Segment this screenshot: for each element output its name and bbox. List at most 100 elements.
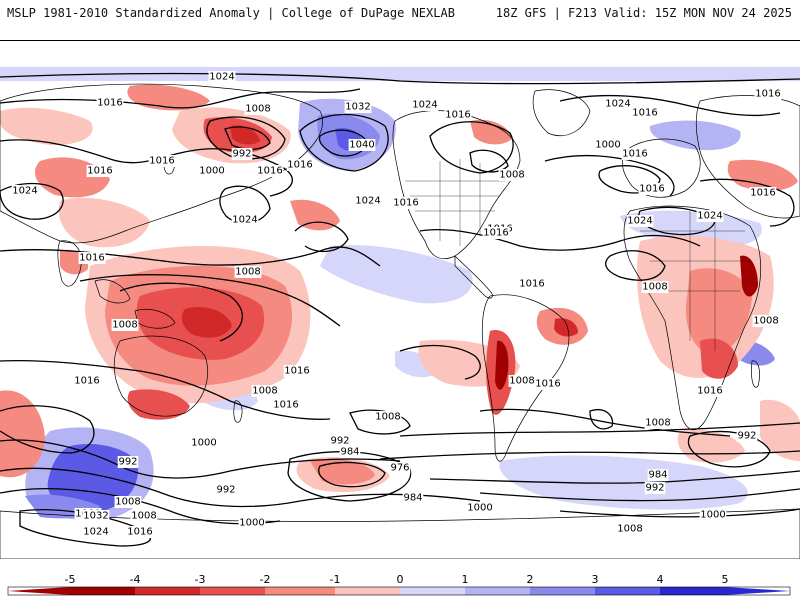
- colorbar-tick-label: -3: [195, 573, 206, 586]
- isobar-label: 1016: [445, 110, 470, 121]
- isobar-label-bg: [444, 109, 472, 121]
- colorbar: -5 -4 -3 -2 -1 0 1 2 3 4 5: [7, 573, 791, 596]
- isobar-label: 1000: [595, 140, 620, 151]
- political-boundaries: [405, 159, 750, 351]
- isobar-label: 1008: [617, 524, 642, 535]
- isobar-label: 1000: [700, 510, 725, 521]
- isobar-labels: 1024 1016 1008 992 1000 1016 1016 1024 1016 1024 1…: [11, 71, 782, 538]
- isobar-label: 1016: [273, 400, 298, 411]
- isobar-label-bg: [699, 509, 727, 521]
- isobar-label-bg: [604, 98, 632, 110]
- colorbar-seg-neg3: [200, 587, 265, 595]
- isobar-label-bg: [329, 435, 351, 447]
- colorbar-seg-pos3: [530, 587, 595, 595]
- isobar-label-bg: [82, 510, 110, 522]
- isobar-label: 992: [737, 431, 756, 442]
- isobar-label: 1008: [499, 170, 524, 181]
- colorbar-seg-neg5: [70, 587, 135, 595]
- isobar-label-bg: [11, 185, 39, 197]
- isobar-label-bg: [148, 155, 176, 167]
- isobar-label-bg: [344, 101, 372, 113]
- isobar-label: 1000: [239, 518, 264, 529]
- isobar-label-bg: [389, 462, 411, 474]
- isobar-label: 1040: [349, 140, 374, 151]
- colorbar-seg-pos1: [400, 587, 465, 595]
- isobar-label: 1016: [287, 160, 312, 171]
- isobar-label: 1024: [232, 215, 257, 226]
- isobar-label-bg: [190, 437, 218, 449]
- isobar-label-bg: [626, 215, 654, 227]
- map-title: MSLP 1981-2010 Standardized Anomaly | Co…: [7, 6, 455, 20]
- isobar-label-bg: [238, 517, 266, 529]
- isobar-label: 1008: [131, 511, 156, 522]
- isobar-label: 1008: [753, 316, 778, 327]
- isobar-label: 1016: [284, 366, 309, 377]
- isobar-label: 1024: [12, 186, 37, 197]
- isobar-label: 1032: [345, 102, 370, 113]
- isobar-label-bg: [286, 159, 314, 171]
- isobar-label: 1016: [519, 279, 544, 290]
- isobar-label: 1016: [74, 376, 99, 387]
- isobar-label: 1024: [605, 99, 630, 110]
- isobar-label: 1016: [755, 89, 780, 100]
- isobar-label-bg: [752, 315, 780, 327]
- isobar-label: 1016: [127, 527, 152, 538]
- isobar-label-bg: [251, 385, 279, 397]
- isobar-label-bg: [231, 214, 259, 226]
- isobar-label-bg: [96, 97, 124, 109]
- isobar-label: 1024: [355, 196, 380, 207]
- isobar-label-bg: [749, 187, 777, 199]
- isobar-label-bg: [374, 411, 402, 423]
- isobar-label-bg: [638, 183, 666, 195]
- isobar-label: 1008: [245, 104, 270, 115]
- isobar-label: 1016: [483, 228, 508, 239]
- isobar-label-bg: [283, 365, 311, 377]
- isobar-label-bg: [82, 526, 110, 538]
- isobar-label-bg: [234, 266, 262, 278]
- isobar-label: 984: [403, 493, 422, 504]
- colorbar-tick-label: 2: [527, 573, 534, 586]
- isobar-label-bg: [130, 510, 158, 522]
- isobar-label: 1032: [83, 511, 108, 522]
- isobar-label: 1024: [627, 216, 652, 227]
- isobar-label: 1016: [393, 198, 418, 209]
- isobar-label: 1024: [697, 211, 722, 222]
- isobar-label: 1016: [149, 156, 174, 167]
- colorbar-tick-label: 1: [462, 573, 469, 586]
- isobar-label-bg: [215, 484, 237, 496]
- isobar-label-bg: [411, 99, 439, 111]
- isobar-label: 1016: [535, 379, 560, 390]
- isobar-label: 992: [330, 436, 349, 447]
- isobar-label-bg: [272, 399, 300, 411]
- isobar-label: 984: [340, 447, 359, 458]
- isobar-label: 1000: [467, 503, 492, 514]
- isobar-label: 1016: [697, 386, 722, 397]
- isobar-label-bg: [348, 139, 376, 151]
- colorbar-seg-pos2: [465, 587, 530, 595]
- isobar-label-bg: [256, 165, 284, 177]
- isobar-label-bg: [641, 281, 669, 293]
- isobar-label-bg: [466, 502, 494, 514]
- colorbar-tick-label: -1: [330, 573, 341, 586]
- isobar-label: 1016: [639, 184, 664, 195]
- anomaly-map: 1024 1016 1008 992 1000 1016 1016 1024 1016 1024 1…: [0, 40, 800, 559]
- isobar-label-bg: [78, 252, 106, 264]
- isobar-label: 992: [216, 485, 235, 496]
- isobar-contours: [0, 72, 800, 547]
- isobar-label: 1008: [252, 386, 277, 397]
- isobar-label-bg: [518, 278, 546, 290]
- isobar-label: 984: [648, 470, 667, 481]
- isobar-label-bg: [117, 456, 139, 468]
- isobar-label-bg: [111, 319, 139, 331]
- isobar-label: 1008: [115, 497, 140, 508]
- colorbar-seg-neg1: [335, 587, 400, 595]
- isobar-label-bg: [736, 430, 758, 442]
- colorbar-tick-label: 5: [722, 573, 729, 586]
- isobar-label: 1024: [83, 527, 108, 538]
- colorbar-segments: [7, 586, 791, 596]
- colorbar-tick-label: 4: [657, 573, 664, 586]
- isobar-label: 976: [390, 463, 409, 474]
- isobar-label-bg: [508, 375, 536, 387]
- isobar-label: 1008: [375, 412, 400, 423]
- isobar-label: 1024: [412, 100, 437, 111]
